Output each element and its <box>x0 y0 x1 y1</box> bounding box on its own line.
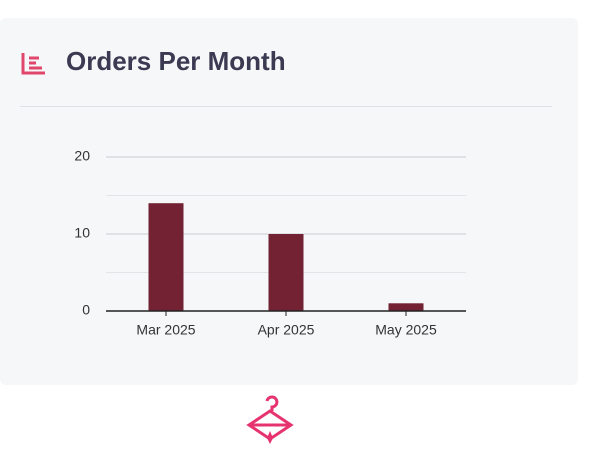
bar <box>148 203 184 311</box>
bar <box>268 234 304 311</box>
chart: 0 10 20 Mar 2025 Apr 2025 May 2025 <box>74 148 466 338</box>
chart-title: Orders Per Month <box>66 46 286 76</box>
chart-card: Orders Per Month <box>0 18 578 385</box>
divider <box>20 106 552 107</box>
logo <box>246 395 294 444</box>
y-tick-label: 10 <box>74 225 90 241</box>
chart-icon <box>21 53 45 75</box>
bar <box>388 303 424 311</box>
x-tick-label: Mar 2025 <box>136 322 195 338</box>
y-tick-label: 20 <box>74 148 90 164</box>
y-tick-label: 0 <box>82 302 90 318</box>
x-tick-label: Apr 2025 <box>258 322 315 338</box>
x-tick-label: May 2025 <box>375 322 437 338</box>
